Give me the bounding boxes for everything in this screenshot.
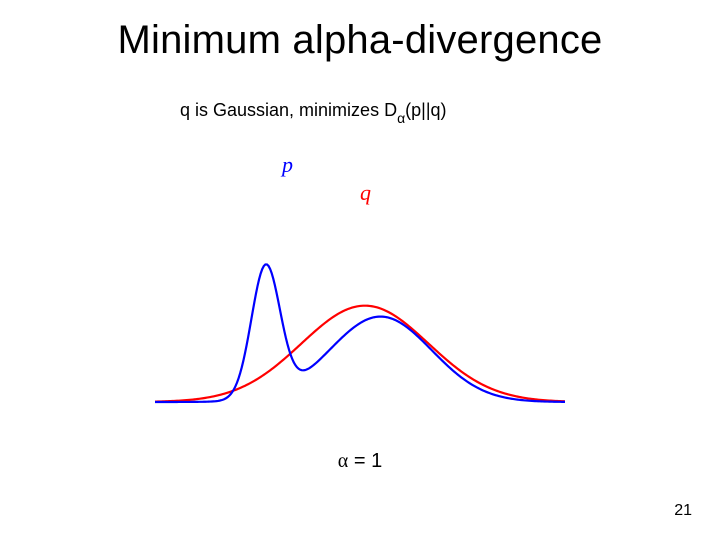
subtitle-alpha: α	[397, 110, 405, 126]
distribution-chart: p q	[150, 160, 570, 420]
caption-alpha: α	[338, 450, 348, 472]
subtitle-prefix: q is Gaussian, minimizes D	[180, 100, 397, 120]
caption-rest: = 1	[348, 450, 382, 472]
q-curve	[155, 306, 565, 402]
subtitle-suffix: (p||q)	[405, 100, 446, 120]
q-label: q	[360, 180, 371, 206]
p-curve	[155, 264, 565, 402]
slide-subtitle: q is Gaussian, minimizes Dα(p||q)	[0, 100, 720, 124]
alpha-caption: α = 1	[0, 450, 720, 473]
page-number: 21	[674, 502, 692, 520]
slide-title: Minimum alpha-divergence	[0, 18, 720, 63]
p-label: p	[282, 152, 293, 178]
